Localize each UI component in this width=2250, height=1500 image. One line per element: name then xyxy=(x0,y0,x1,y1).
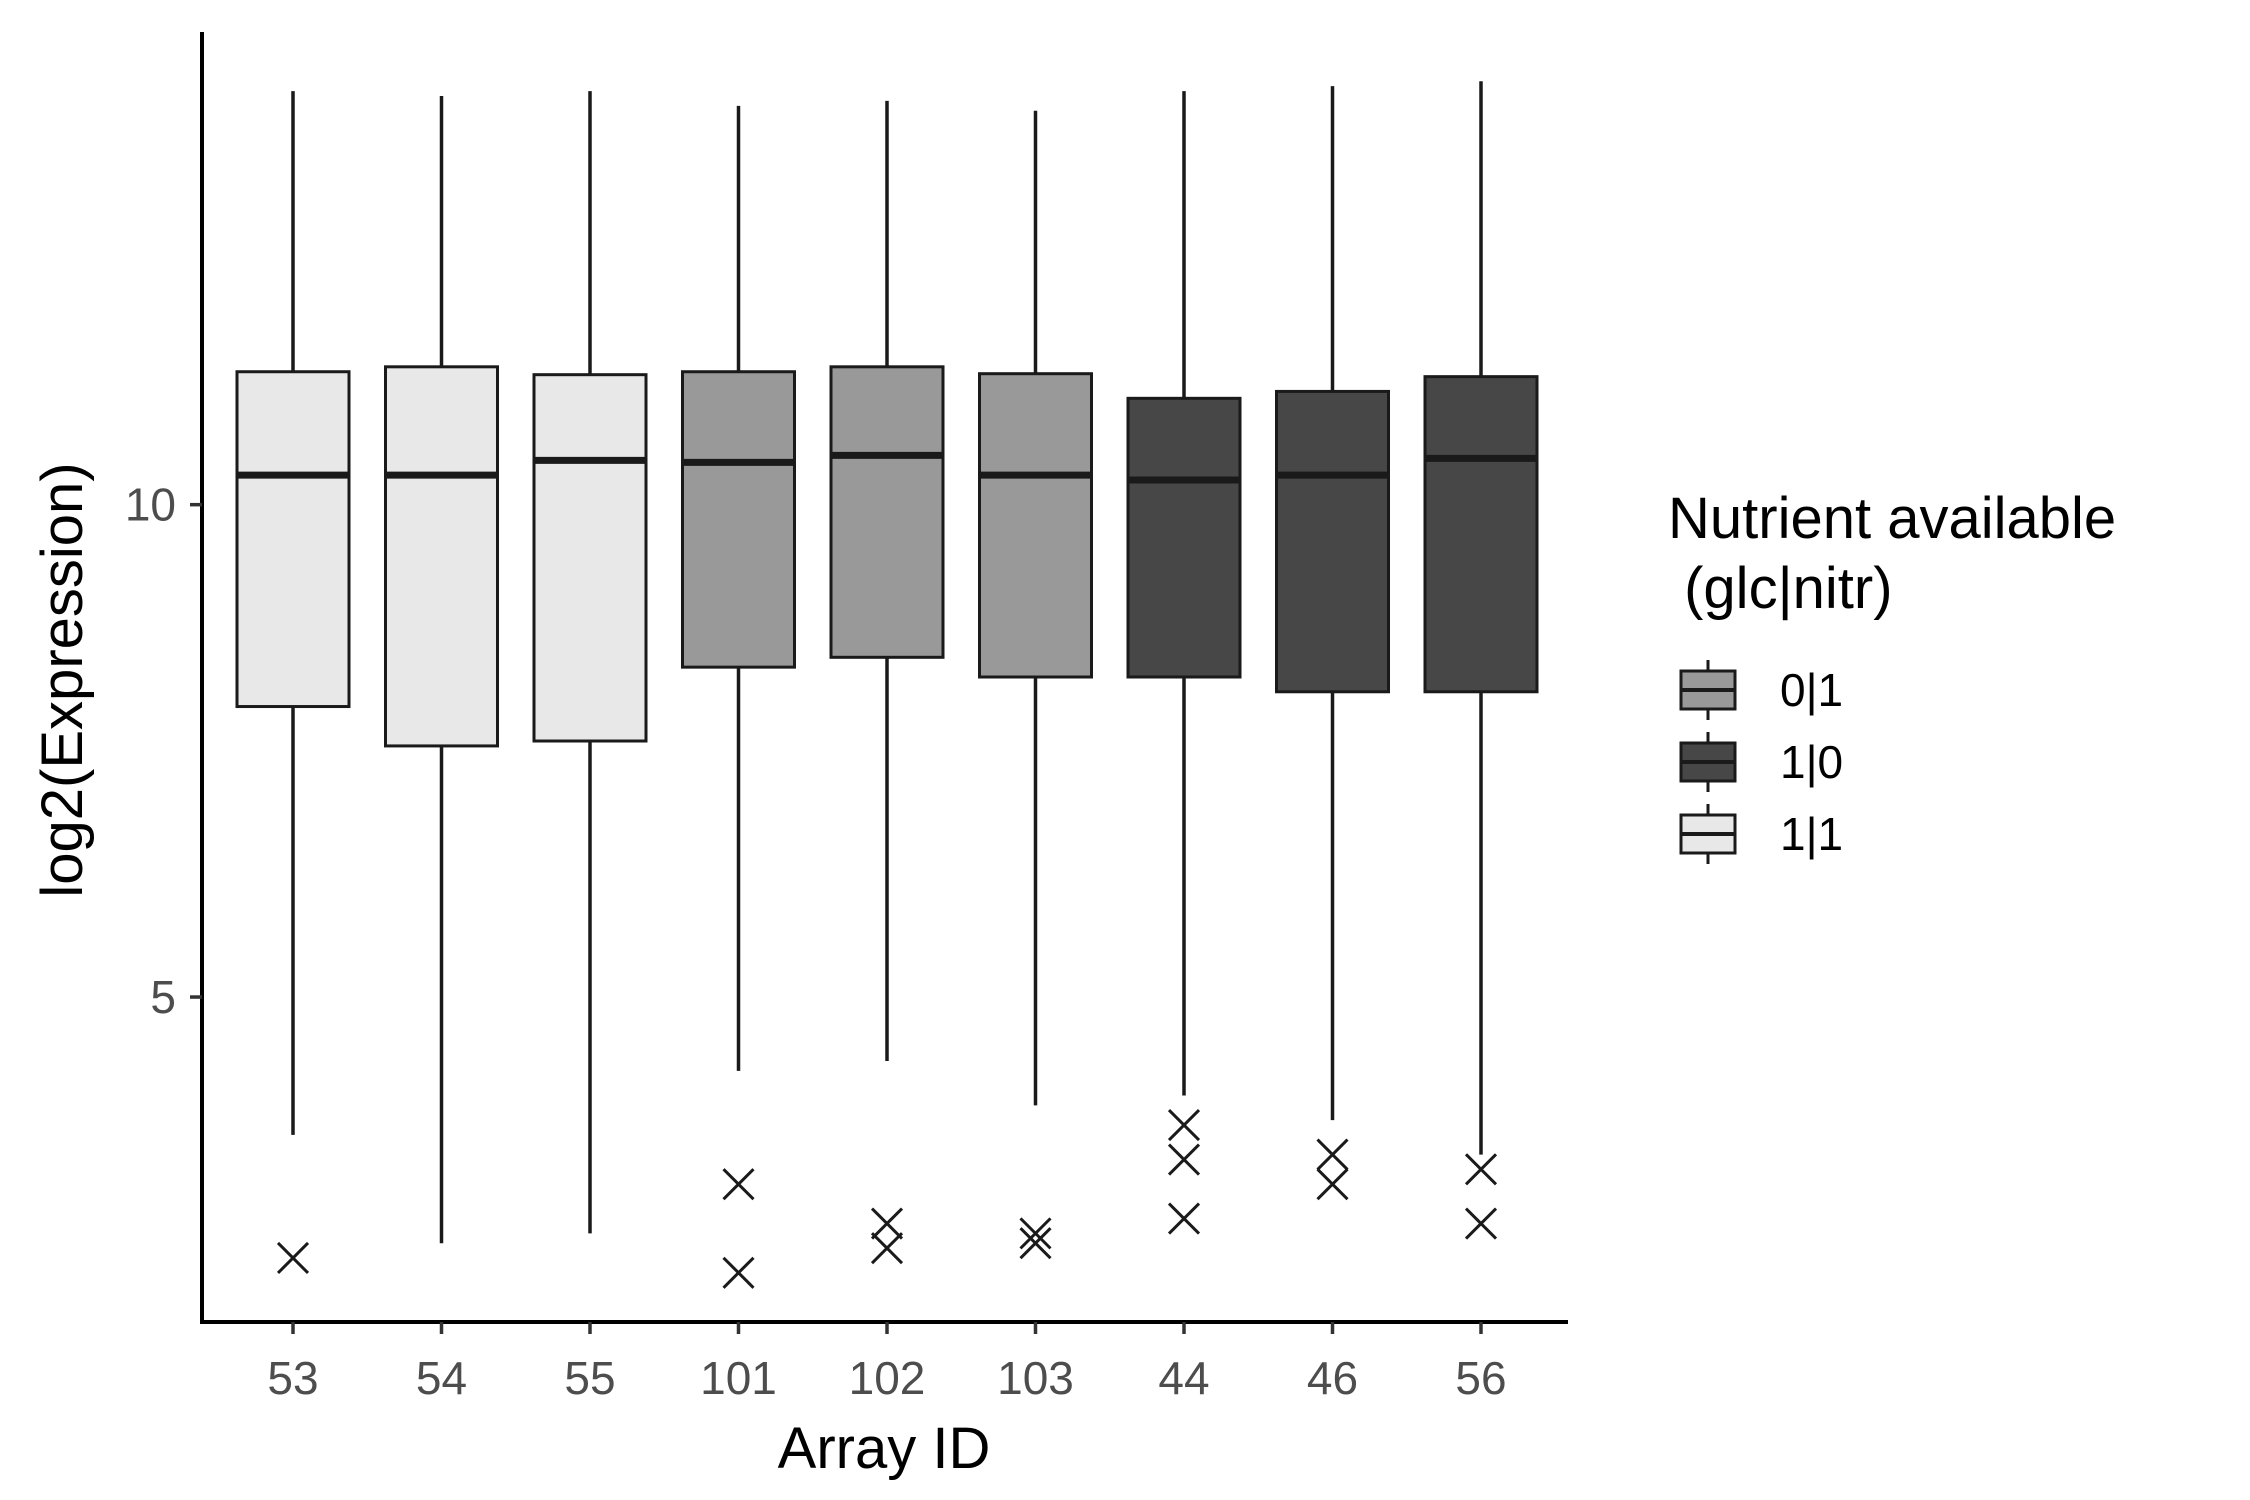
box-103 xyxy=(978,110,1093,1260)
outlier-point xyxy=(722,1168,755,1201)
box-53 xyxy=(235,91,351,1275)
legend-items: 0|1 1|0 1|1 xyxy=(1679,660,1843,864)
outlier-point xyxy=(1464,1153,1498,1186)
y-axis-title: log2(Expression) xyxy=(30,462,95,897)
legend-title-line-2: (glc|nitr) xyxy=(1668,556,1893,621)
box-54 xyxy=(384,96,499,1244)
y-tick-label: 10 xyxy=(125,479,176,531)
outlier-point xyxy=(722,1256,755,1289)
x-tick-label: 102 xyxy=(849,1352,926,1404)
box-101 xyxy=(681,105,796,1289)
x-tick-label: 54 xyxy=(416,1352,467,1404)
legend-item-1-0: 1|0 xyxy=(1679,732,1843,792)
legend: Nutrient available (glc|nitr) 0|1 1|0 1|1 xyxy=(1668,486,2116,864)
box-body xyxy=(532,373,648,743)
box-body xyxy=(235,370,351,709)
outlier-point xyxy=(870,1232,904,1265)
legend-item-1-1: 1|1 xyxy=(1679,804,1843,864)
box-56 xyxy=(1423,81,1539,1240)
outlier-point xyxy=(1316,1138,1349,1171)
outlier-point xyxy=(1464,1207,1498,1240)
box-body xyxy=(978,372,1093,679)
box-body xyxy=(681,370,796,669)
box-55 xyxy=(532,91,648,1234)
legend-title-line-1: Nutrient available xyxy=(1668,486,2116,551)
outlier-point xyxy=(1167,1143,1201,1176)
box-body xyxy=(1126,396,1242,679)
box-102 xyxy=(829,100,945,1265)
outlier-point xyxy=(1019,1227,1052,1260)
legend-item-0-1: 0|1 xyxy=(1679,660,1843,720)
outlier-point xyxy=(1019,1217,1052,1250)
plot-area xyxy=(235,81,1539,1289)
y-axis-ticks: 5 10 xyxy=(125,479,202,1023)
x-tick-label: 46 xyxy=(1307,1352,1358,1404)
outlier-point xyxy=(1167,1108,1201,1142)
box-body xyxy=(1275,389,1390,694)
outlier-point xyxy=(276,1241,310,1275)
x-tick-label: 56 xyxy=(1455,1352,1506,1404)
x-tick-label: 53 xyxy=(267,1352,318,1404)
x-axis-ticks: 53 54 55 101 102 103 44 46 56 xyxy=(267,1322,1507,1404)
x-tick-label: 103 xyxy=(997,1352,1074,1404)
x-tick-label: 44 xyxy=(1158,1352,1209,1404)
legend-item-label: 1|1 xyxy=(1780,808,1843,860)
x-tick-label: 55 xyxy=(564,1352,615,1404)
x-axis-title: Array ID xyxy=(778,1416,991,1481)
outlier-point xyxy=(870,1207,904,1240)
box-44 xyxy=(1126,91,1242,1235)
legend-item-label: 1|0 xyxy=(1780,736,1843,788)
box-46 xyxy=(1275,86,1390,1201)
y-tick-label: 5 xyxy=(150,971,176,1023)
legend-item-label: 0|1 xyxy=(1780,664,1843,716)
x-tick-label: 101 xyxy=(700,1352,777,1404)
outlier-point xyxy=(1167,1202,1201,1235)
outlier-point xyxy=(1316,1168,1349,1201)
box-body xyxy=(384,365,499,748)
box-body xyxy=(1423,375,1539,694)
box-body xyxy=(829,365,945,659)
